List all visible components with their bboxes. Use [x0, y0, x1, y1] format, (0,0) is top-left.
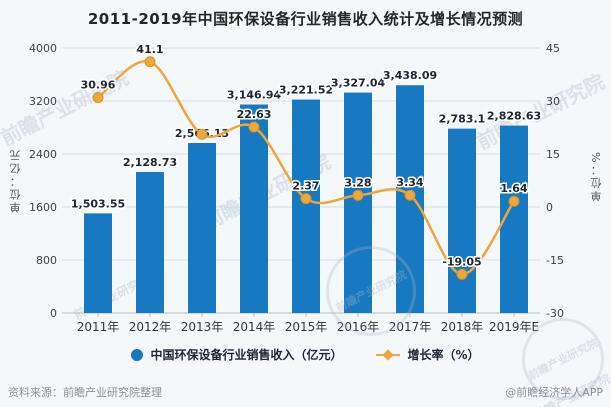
left-axis-tick-label: 0 [50, 307, 57, 320]
legend-diamond-line-marker-icon [376, 348, 401, 361]
growth-marker [352, 189, 364, 201]
left-axis-tick-label: 4000 [29, 42, 57, 55]
right-axis-tick-label: -30 [546, 307, 564, 320]
growth-marker [404, 189, 416, 201]
bar-value-label: 2,783.1 [439, 113, 486, 126]
left-axis-tick-label: 800 [36, 254, 57, 267]
left-axis-tick-label: 1600 [29, 201, 57, 214]
growth-value-label: 41.1 [136, 43, 163, 56]
revenue-bar [84, 213, 112, 313]
growth-value-label: 3.28 [344, 176, 371, 189]
left-axis-tick-label: 3200 [29, 95, 57, 108]
right-axis-tick-label: 15 [546, 148, 560, 161]
growth-marker [92, 92, 104, 104]
left-axis-unit: 单位：亿元 [9, 148, 22, 213]
legend-revenue-label: 中国环保设备行业销售收入（亿元） [150, 348, 343, 362]
x-axis-label: 2012年 [129, 320, 172, 334]
right-axis-tick-label: 30 [546, 95, 560, 108]
growth-value-label: 22.63 [237, 108, 272, 121]
plot-area: 0 800 1600 2400 3200 4000 -30 -15 0 15 30 45 2011年 20… [29, 41, 564, 334]
growth-value-label: 2.37 [292, 180, 319, 193]
x-axis-label: 2017年 [389, 320, 432, 334]
growth-marker [300, 193, 312, 205]
right-axis-unit: 单位：% [590, 150, 603, 202]
source-note: 资料来源：前瞻产业研究院整理 [8, 386, 162, 399]
x-axis-label: 2015年 [285, 320, 328, 334]
right-axis-tick-label: 0 [546, 201, 553, 214]
x-axis-label: 2019年E [489, 320, 539, 334]
revenue-bar [188, 142, 216, 313]
left-axis-tick-label: 2400 [29, 148, 57, 161]
x-axis-label: 2011年 [77, 320, 120, 334]
growth-marker [196, 128, 208, 140]
revenue-bar [448, 128, 476, 313]
growth-marker [144, 56, 156, 68]
bar-value-label: 2,828.63 [487, 110, 541, 123]
chart-title: 2011-2019年中国环保设备行业销售收入统计及增长情况预测 [87, 10, 524, 28]
x-axis-label: 2016年 [337, 320, 380, 334]
right-axis-tick-label: 45 [546, 42, 560, 55]
legend-item-revenue: 中国环保设备行业销售收入（亿元） [131, 346, 342, 363]
growth-marker [456, 268, 468, 280]
bar-value-label: 3,327.04 [331, 77, 386, 90]
bar-value-label: 1,503.55 [71, 197, 125, 210]
revenue-bar [240, 104, 268, 313]
x-axis-label: 2014年 [233, 320, 276, 334]
x-axis-label: 2018年 [441, 320, 484, 334]
bar-value-label: 3,221.52 [279, 84, 333, 97]
bar-value-label: 2,128.73 [123, 156, 177, 169]
growth-marker [508, 195, 520, 207]
bar-value-label: 3,146.94 [227, 89, 282, 102]
legend-circle-marker-icon [131, 348, 144, 361]
revenue-bar [292, 99, 320, 313]
legend-growth-label: 增长率（%） [407, 348, 480, 362]
revenue-bar [136, 171, 164, 313]
x-axis-label: 2013年 [181, 320, 224, 334]
legend: 中国环保设备行业销售收入（亿元） 增长率（%） [0, 346, 611, 363]
growth-value-label: 3.34 [396, 176, 423, 189]
legend-item-growth: 增长率（%） [376, 346, 480, 363]
credit-note: @前瞻经济学人APP [505, 386, 603, 399]
growth-value-label: -19.05 [442, 255, 481, 268]
footer: 资料来源：前瞻产业研究院整理 @前瞻经济学人APP [8, 384, 603, 400]
right-axis-tick-label: -15 [546, 254, 564, 267]
bar-value-label: 3,438.09 [383, 69, 437, 82]
growth-value-label: 30.96 [81, 79, 116, 92]
growth-value-label: 1.64 [500, 182, 527, 195]
revenue-bar [344, 92, 372, 313]
growth-marker [248, 121, 260, 133]
